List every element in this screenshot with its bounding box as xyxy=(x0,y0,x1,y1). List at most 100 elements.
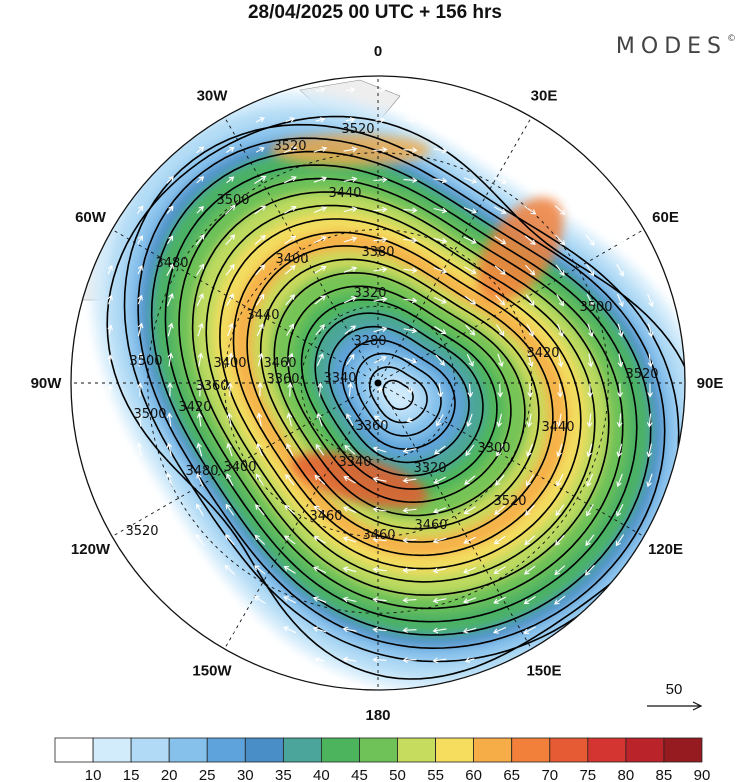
wind-vector-head xyxy=(196,412,203,419)
wind-vector xyxy=(375,89,385,91)
wind-vector-head xyxy=(407,388,413,394)
height-contour xyxy=(259,258,540,530)
wind-vector-head xyxy=(227,352,234,359)
wind-vector xyxy=(435,118,445,122)
wind-vector xyxy=(433,178,447,182)
wind-vector xyxy=(433,148,447,152)
wind-vector xyxy=(647,323,653,337)
colorbar: 10 15 20 25 30 35 40 45 50 55 60 65 70 75 80 85 90 xyxy=(54,737,711,782)
contour-label: 3520 xyxy=(625,367,658,382)
wind-vector xyxy=(313,627,327,633)
wind-vector-head xyxy=(349,116,356,123)
wind-vector xyxy=(254,235,266,245)
wind-vector-head xyxy=(586,451,592,458)
wind-vector xyxy=(313,206,327,214)
wind-vector xyxy=(289,383,291,397)
wind-vector-head xyxy=(321,176,328,182)
contour-label: 3460 xyxy=(263,356,296,371)
latitude-circle xyxy=(147,152,609,614)
wind-vector xyxy=(166,293,174,307)
wind-vector xyxy=(374,415,386,425)
colorbar-tick: 80 xyxy=(618,767,635,782)
wind-vector-head xyxy=(198,146,205,152)
colorbar-tick: 90 xyxy=(694,767,711,782)
wind-vector xyxy=(343,567,357,573)
wind-vector-head xyxy=(289,294,295,300)
contour-label: 3520 xyxy=(341,122,374,137)
wind-vector-head xyxy=(618,331,624,338)
wind-vector-head xyxy=(320,295,326,301)
wind-vector-head xyxy=(402,507,409,514)
wind-vector-head xyxy=(314,657,321,663)
wind-vector xyxy=(496,444,504,456)
contour-label: 3480 xyxy=(185,464,218,479)
wind-vector xyxy=(527,353,533,367)
meridian xyxy=(111,229,379,384)
contour-label: 3440 xyxy=(541,420,574,435)
colorbar-swatch xyxy=(359,737,398,763)
wind-vector-head xyxy=(255,627,261,633)
wind-vector xyxy=(343,628,357,632)
wind-vector-head xyxy=(349,87,356,93)
wind-vector-head xyxy=(493,598,499,604)
height-contour xyxy=(273,271,526,517)
contour-label: 3500 xyxy=(129,354,162,369)
wind-vector-head xyxy=(313,505,320,511)
contour-label: 3340 xyxy=(323,371,356,386)
wind-vector-head xyxy=(526,451,532,457)
wind-vector-head xyxy=(529,300,535,307)
wind-vector xyxy=(373,447,387,453)
wind-vector-head xyxy=(496,451,502,457)
colorbar-tick: 75 xyxy=(579,767,596,782)
wind-vector xyxy=(465,658,475,662)
wind-vector xyxy=(314,505,326,515)
wind-vector-head xyxy=(346,413,352,419)
wind-vector xyxy=(524,626,536,634)
contour-label: 3520 xyxy=(125,524,158,539)
wind-vector xyxy=(167,473,173,487)
wind-vector-head xyxy=(463,568,469,574)
wind-vector xyxy=(373,478,387,482)
wind-vector-head xyxy=(321,236,327,242)
wind-vector-head xyxy=(286,443,292,449)
wind-vector-head xyxy=(587,361,594,368)
wind-vector-head xyxy=(526,421,533,428)
contour-label: 3460 xyxy=(309,509,342,524)
wind-vector xyxy=(373,327,387,333)
wind-vector-head xyxy=(199,234,205,240)
wind-vector xyxy=(464,506,476,514)
wind-vector xyxy=(258,413,262,427)
wind-vector-head xyxy=(225,534,231,540)
contour-label: 3400 xyxy=(275,252,308,267)
wind-vector xyxy=(403,508,417,512)
wind-vector-head xyxy=(168,293,174,299)
wind-vector-head xyxy=(587,392,593,398)
contour-label: 3500 xyxy=(216,193,249,208)
wind-vector-head xyxy=(499,117,506,123)
wind-vector xyxy=(373,238,387,242)
wind-vector xyxy=(195,534,205,546)
colorbar-tick: 35 xyxy=(275,767,292,782)
wind-vector xyxy=(615,534,625,546)
wind-vector xyxy=(138,353,142,367)
wind-vector-head xyxy=(588,178,595,184)
wind-vector xyxy=(285,117,295,123)
wind-vector xyxy=(438,383,442,397)
wind-vector xyxy=(315,118,325,122)
height-contour xyxy=(205,204,596,583)
colorbar-swatch xyxy=(282,737,322,763)
wind-vector-head xyxy=(224,595,230,601)
wind-vector-head xyxy=(471,148,478,154)
graticule xyxy=(71,76,685,690)
wind-vector xyxy=(225,147,235,153)
meridian xyxy=(111,382,379,537)
wind-vector-head xyxy=(382,146,388,153)
wind-vector xyxy=(465,324,475,336)
wind-vector xyxy=(618,413,622,427)
wind-vector xyxy=(494,265,506,275)
wind-vector xyxy=(254,205,266,215)
wind-vector-head xyxy=(555,540,561,546)
wind-vector-head xyxy=(382,176,388,183)
wind-vector-head xyxy=(648,301,654,308)
wind-vector-head xyxy=(617,361,624,368)
